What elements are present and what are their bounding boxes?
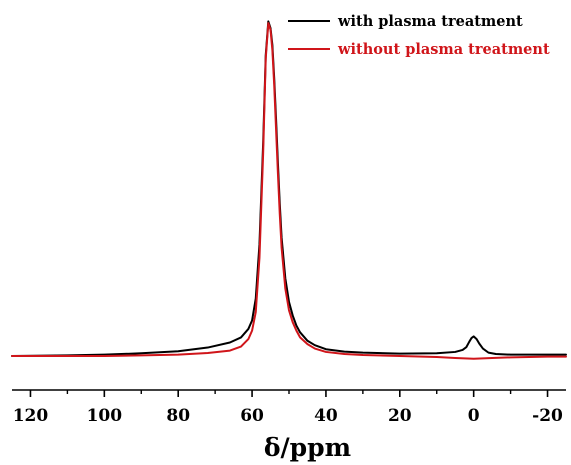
x-tick-label: 100: [87, 406, 123, 426]
legend-label-1: without plasma treatment: [337, 41, 550, 58]
x-tick-label: 80: [166, 406, 190, 426]
legend-label-0: with plasma treatment: [337, 13, 523, 30]
series-layer: [11, 20, 567, 360]
x-tick-label: 40: [314, 406, 338, 426]
x-tick-label: 120: [13, 406, 49, 426]
x-axis-title: δ/ppm: [264, 433, 351, 462]
x-tick-label: 20: [388, 406, 412, 426]
x-tick-label: 0: [468, 406, 480, 426]
x-tick-label: 60: [240, 406, 264, 426]
series-line-0: [11, 20, 567, 357]
x-tick-label: -20: [532, 406, 563, 426]
x-axis-ticks: 120 100 80 60 40 20 0 -20: [13, 390, 563, 426]
legend: with plasma treatment without plasma trea…: [288, 13, 550, 58]
series-line-1: [11, 22, 567, 360]
